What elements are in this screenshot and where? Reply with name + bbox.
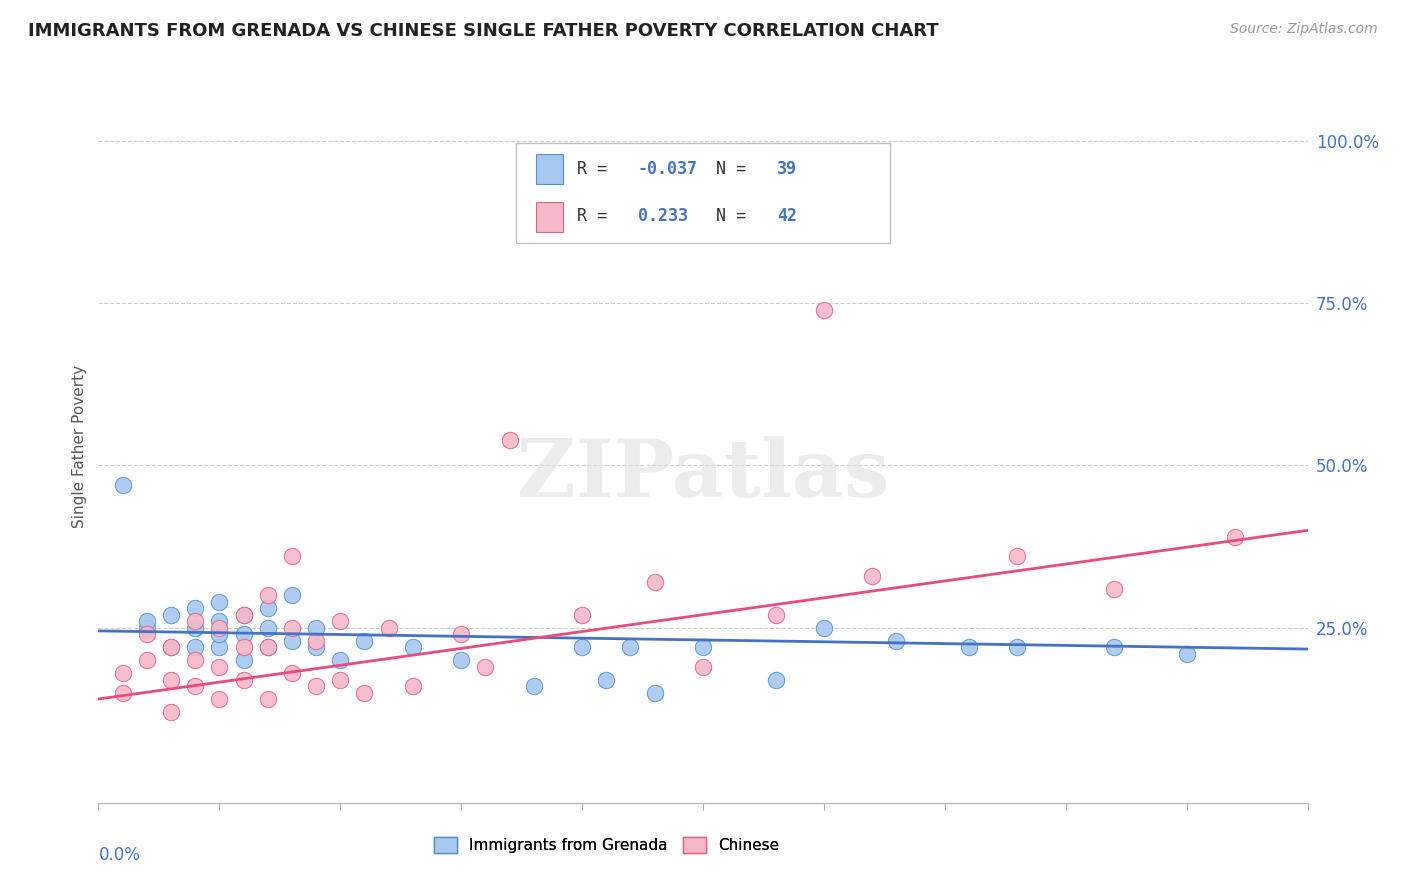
Point bbox=[256, 601, 278, 615]
Text: ZIPatlas: ZIPatlas bbox=[517, 435, 889, 514]
Point bbox=[305, 679, 328, 693]
Point bbox=[402, 640, 425, 654]
Point bbox=[281, 588, 304, 602]
Point bbox=[1102, 640, 1125, 654]
Point bbox=[305, 633, 328, 648]
Point bbox=[160, 705, 183, 719]
Point bbox=[256, 588, 278, 602]
Text: R =: R = bbox=[578, 207, 617, 225]
Point bbox=[886, 633, 908, 648]
Point bbox=[281, 621, 304, 635]
Point bbox=[450, 627, 472, 641]
Point bbox=[232, 607, 254, 622]
Point bbox=[450, 653, 472, 667]
FancyBboxPatch shape bbox=[536, 202, 562, 232]
Point bbox=[305, 621, 328, 635]
Point bbox=[256, 621, 278, 635]
Point bbox=[353, 685, 375, 699]
Point bbox=[208, 627, 231, 641]
Point bbox=[160, 640, 183, 654]
Point bbox=[329, 614, 352, 628]
Point bbox=[208, 595, 231, 609]
Point bbox=[692, 640, 714, 654]
Point bbox=[329, 673, 352, 687]
Point bbox=[208, 614, 231, 628]
Point bbox=[305, 640, 328, 654]
Point bbox=[160, 640, 183, 654]
Point bbox=[957, 640, 980, 654]
Point bbox=[1175, 647, 1198, 661]
Point bbox=[571, 640, 593, 654]
Text: N =: N = bbox=[716, 161, 756, 178]
Point bbox=[377, 621, 399, 635]
Point bbox=[692, 659, 714, 673]
Point bbox=[184, 601, 207, 615]
Point bbox=[111, 478, 134, 492]
Point bbox=[232, 627, 254, 641]
Y-axis label: Single Father Poverty: Single Father Poverty bbox=[72, 365, 87, 527]
Point bbox=[523, 679, 546, 693]
Point bbox=[619, 211, 641, 226]
Point bbox=[256, 692, 278, 706]
Point bbox=[135, 621, 157, 635]
Point bbox=[402, 679, 425, 693]
Point bbox=[813, 621, 835, 635]
Point bbox=[184, 653, 207, 667]
Point bbox=[208, 640, 231, 654]
Point bbox=[498, 433, 520, 447]
Text: N =: N = bbox=[716, 207, 756, 225]
Point bbox=[184, 614, 207, 628]
Legend: Immigrants from Grenada, Chinese: Immigrants from Grenada, Chinese bbox=[427, 831, 785, 859]
Point bbox=[644, 575, 666, 590]
Text: Source: ZipAtlas.com: Source: ZipAtlas.com bbox=[1230, 22, 1378, 37]
FancyBboxPatch shape bbox=[536, 154, 562, 184]
Point bbox=[860, 568, 883, 582]
Point bbox=[1102, 582, 1125, 596]
Point bbox=[281, 549, 304, 564]
Point bbox=[111, 685, 134, 699]
Point bbox=[184, 679, 207, 693]
Point bbox=[111, 666, 134, 681]
Point bbox=[184, 621, 207, 635]
Point bbox=[232, 673, 254, 687]
Point bbox=[1007, 640, 1029, 654]
Text: 39: 39 bbox=[776, 161, 797, 178]
Point bbox=[1223, 530, 1246, 544]
Text: 0.233: 0.233 bbox=[638, 207, 688, 225]
Point bbox=[232, 607, 254, 622]
Text: -0.037: -0.037 bbox=[638, 161, 697, 178]
Point bbox=[160, 673, 183, 687]
Point bbox=[353, 633, 375, 648]
Point bbox=[256, 640, 278, 654]
Point bbox=[232, 653, 254, 667]
Point bbox=[571, 607, 593, 622]
FancyBboxPatch shape bbox=[516, 143, 890, 243]
Point bbox=[474, 659, 496, 673]
Point bbox=[765, 673, 787, 687]
Point bbox=[765, 607, 787, 622]
Text: 0.0%: 0.0% bbox=[98, 846, 141, 863]
Point bbox=[281, 633, 304, 648]
Text: IMMIGRANTS FROM GRENADA VS CHINESE SINGLE FATHER POVERTY CORRELATION CHART: IMMIGRANTS FROM GRENADA VS CHINESE SINGL… bbox=[28, 22, 939, 40]
Text: 42: 42 bbox=[776, 207, 797, 225]
Point bbox=[329, 653, 352, 667]
Point bbox=[595, 673, 617, 687]
Point bbox=[232, 640, 254, 654]
Point bbox=[1007, 549, 1029, 564]
Point bbox=[644, 685, 666, 699]
Point bbox=[208, 621, 231, 635]
Text: R =: R = bbox=[578, 161, 617, 178]
Point bbox=[184, 640, 207, 654]
Point bbox=[619, 640, 641, 654]
Point bbox=[256, 640, 278, 654]
Point bbox=[135, 627, 157, 641]
Point bbox=[135, 653, 157, 667]
Point bbox=[281, 666, 304, 681]
Point bbox=[208, 692, 231, 706]
Point bbox=[135, 614, 157, 628]
Point bbox=[160, 607, 183, 622]
Point bbox=[813, 302, 835, 317]
Point bbox=[208, 659, 231, 673]
